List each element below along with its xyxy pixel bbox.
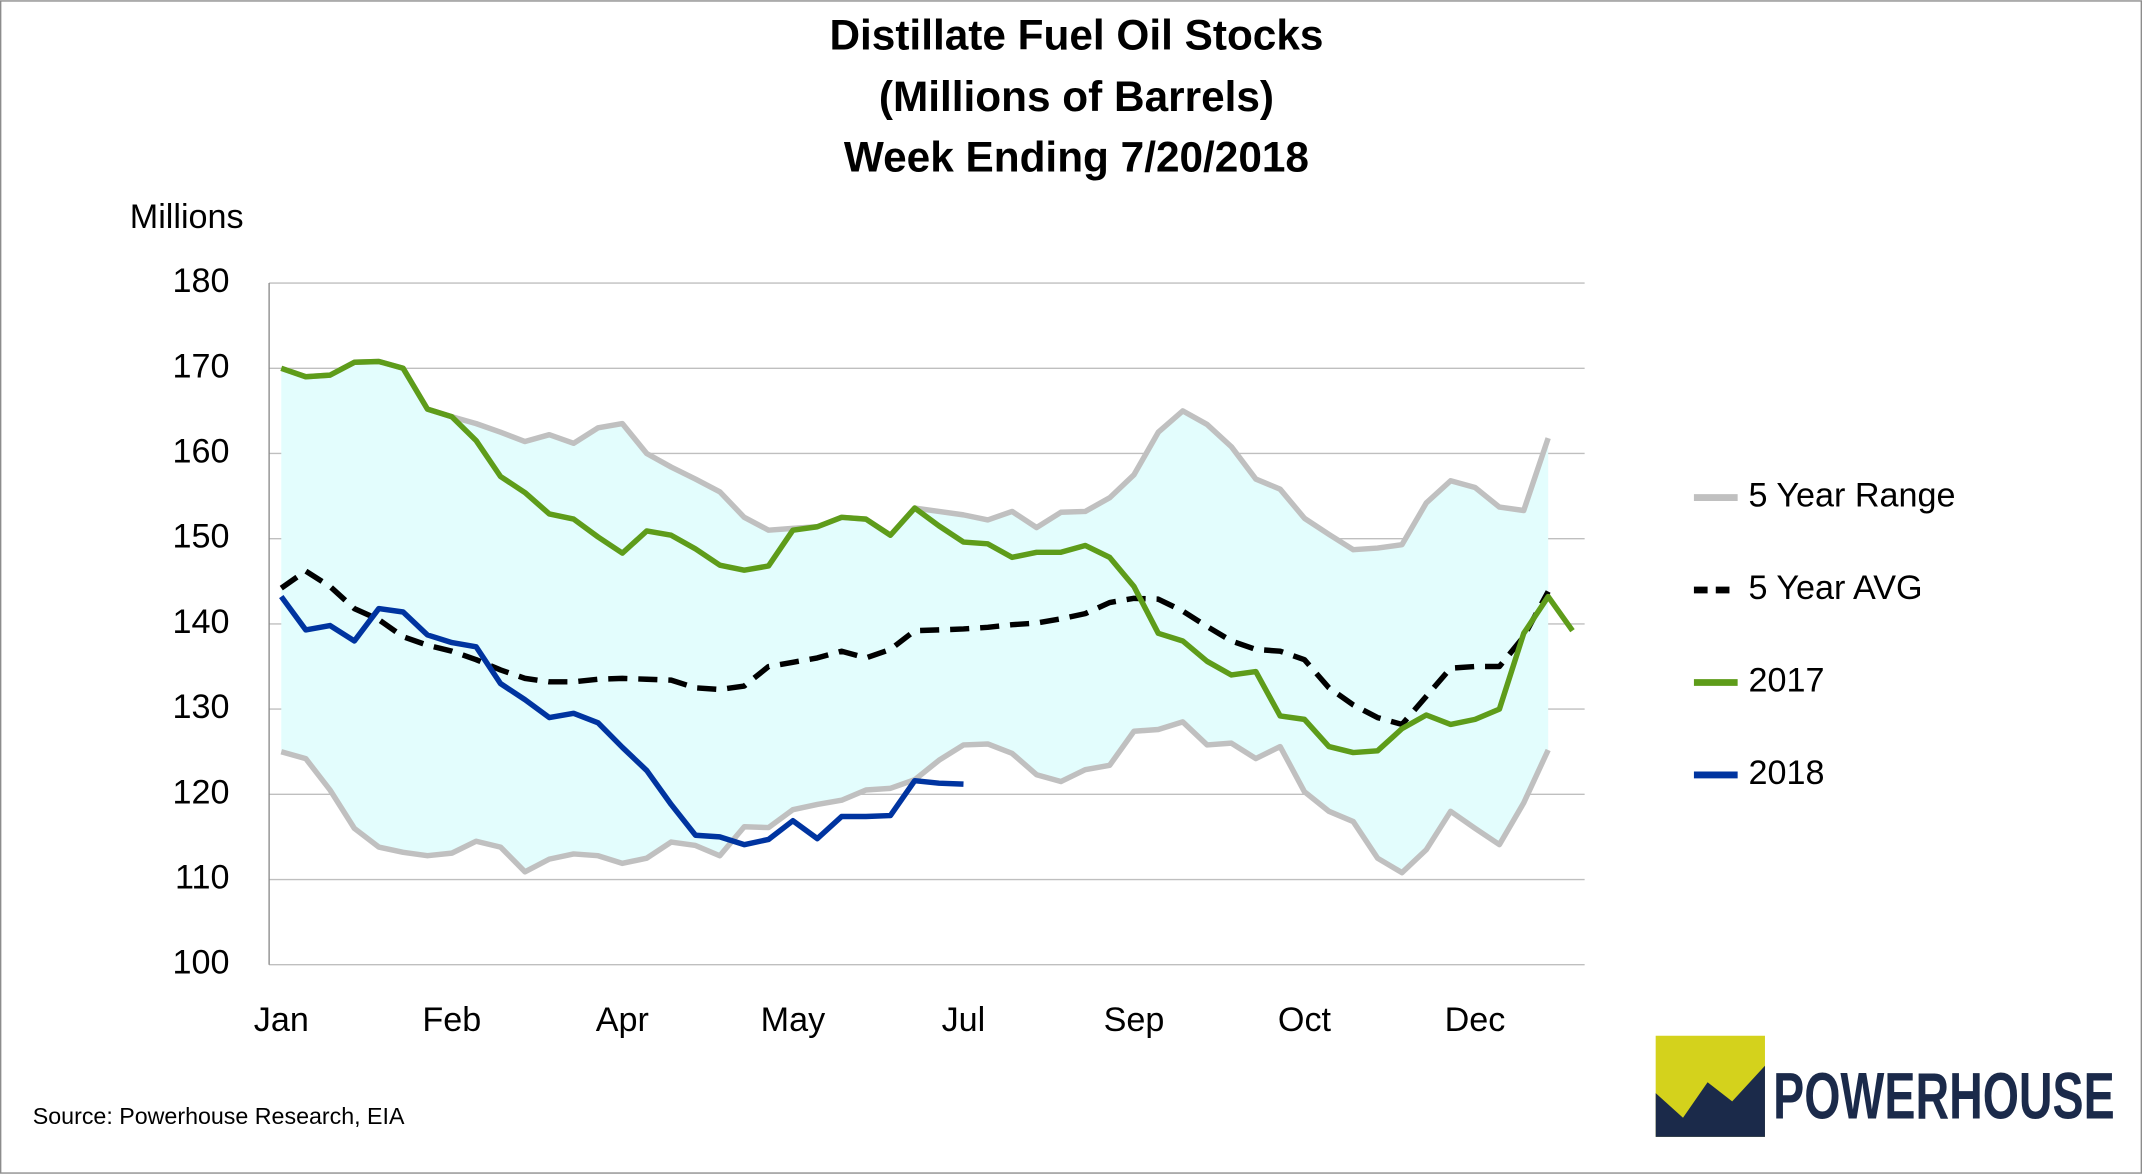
- y-tick-label: 180: [173, 262, 230, 300]
- x-tick-label: Dec: [1445, 1001, 1506, 1039]
- x-tick-label: Jul: [942, 1001, 986, 1039]
- y-tick-label: 150: [173, 518, 230, 556]
- chart-title: Distillate Fuel Oil Stocks: [829, 12, 1323, 59]
- chart-title: Week Ending 7/20/2018: [844, 133, 1309, 180]
- x-tick-label: Feb: [422, 1001, 481, 1039]
- y-tick-label: 140: [173, 603, 230, 641]
- x-tick-label: Apr: [596, 1001, 649, 1039]
- y-tick-label: 170: [173, 347, 230, 385]
- x-tick-label: May: [761, 1001, 826, 1039]
- logo-text: POWERHOUSE: [1773, 1060, 2115, 1133]
- series-line: [279, 594, 964, 848]
- x-tick-label: Jan: [254, 1001, 309, 1039]
- y-tick-label: 100: [173, 944, 230, 982]
- legend-label: 5 Year AVG: [1749, 569, 1923, 607]
- y-tick-label: 160: [173, 432, 230, 470]
- x-tick-label: Oct: [1278, 1001, 1332, 1039]
- x-tick-label: Sep: [1104, 1001, 1165, 1039]
- chart-title: (Millions of Barrels): [879, 73, 1274, 120]
- y-tick-label: 130: [173, 688, 230, 726]
- range-area: [281, 361, 1549, 873]
- legend-label: 2018: [1749, 754, 1825, 792]
- legend-label: 2017: [1749, 662, 1825, 700]
- y-tick-label: 110: [175, 859, 229, 897]
- logo-mountains: [1655, 1065, 1765, 1137]
- y-tick-label: 120: [173, 773, 230, 811]
- series-line: [280, 358, 1575, 756]
- logo: POWERHOUSE: [1655, 1035, 2115, 1137]
- source: Source: Powerhouse Research, EIA: [33, 1103, 405, 1129]
- legend-label: 5 Year Range: [1749, 477, 1956, 515]
- y-axis-label: Millions: [130, 198, 244, 236]
